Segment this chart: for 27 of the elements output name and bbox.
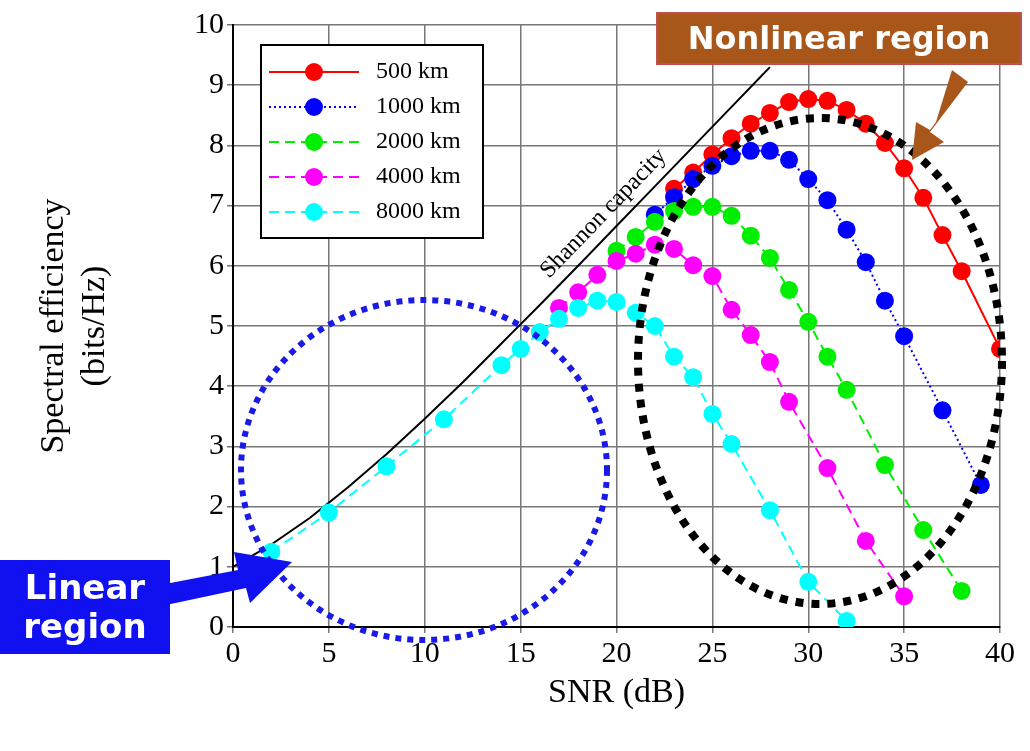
- legend-label: 8000 km: [376, 197, 461, 224]
- annotation: Nonlinear region: [656, 12, 1022, 65]
- y-tick-label: 0: [209, 607, 224, 641]
- y-tick-label: 7: [209, 186, 224, 220]
- y-tick-label: 8: [209, 126, 224, 160]
- x-tick-label: 35: [889, 634, 920, 668]
- x-tick-label: 10: [409, 634, 440, 668]
- y-tick-label: 10: [194, 5, 224, 39]
- y-tick-label: 2: [209, 487, 224, 521]
- x-tick-label: 25: [697, 634, 728, 668]
- text: Linear region: [0, 560, 170, 655]
- legend-label: 500 km: [376, 57, 449, 84]
- x-axis-title: SNR (dB): [548, 671, 685, 710]
- legend-label: 2000 km: [376, 127, 461, 154]
- y-tick-label: 4: [209, 367, 224, 401]
- y-tick-label: 5: [209, 306, 224, 340]
- y-tick-label: 6: [209, 246, 224, 280]
- legend-label: 1000 km: [376, 92, 461, 119]
- legend-label: 4000 km: [376, 162, 461, 189]
- x-tick-label: 15: [505, 634, 536, 668]
- x-tick-label: 40: [985, 634, 1015, 668]
- x-tick-label: 5: [321, 634, 337, 668]
- y-tick-label: 9: [209, 66, 224, 100]
- x-tick-label: 20: [601, 634, 632, 668]
- y-axis-title: Spectral efficiency (bits/Hz): [33, 198, 113, 454]
- x-tick-label: 30: [793, 634, 824, 668]
- y-tick-label: 3: [209, 427, 224, 461]
